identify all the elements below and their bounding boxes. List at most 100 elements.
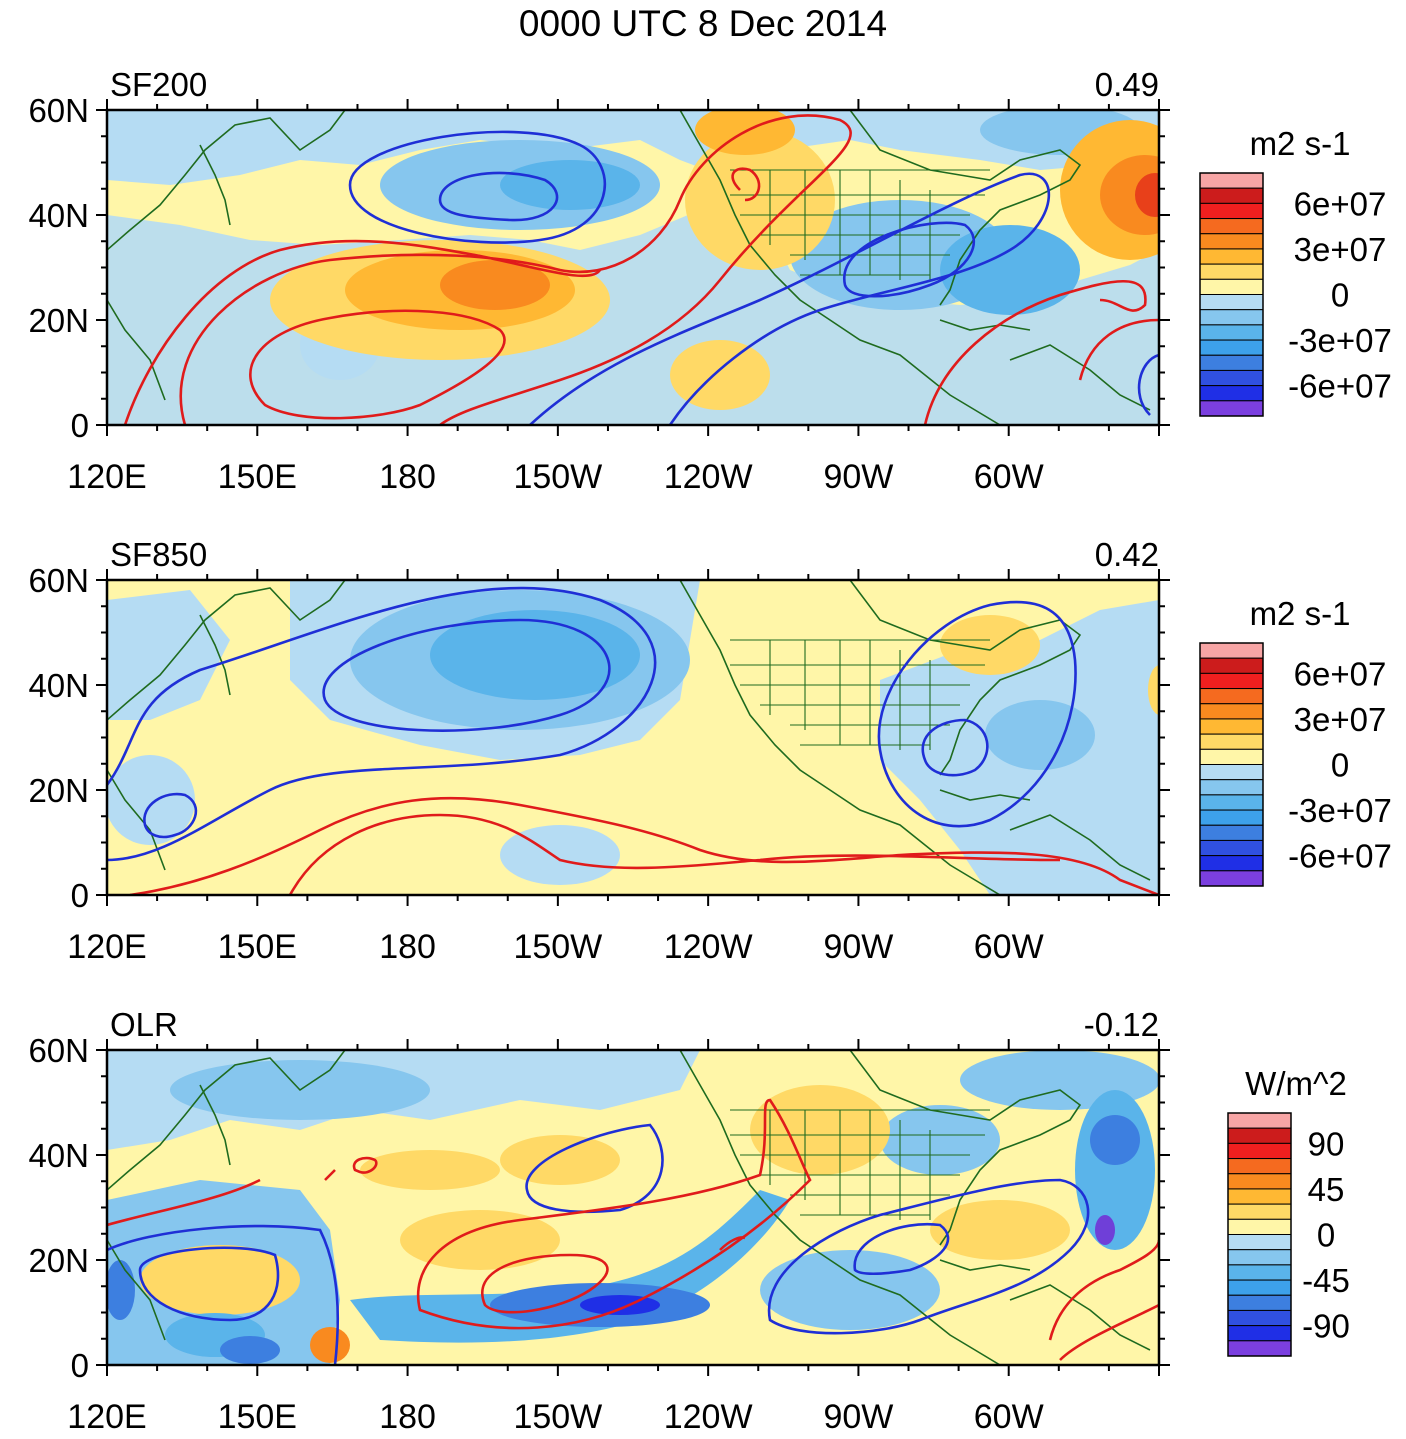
figure-title: 0000 UTC 8 Dec 2014	[518, 3, 888, 44]
olr-contours	[107, 1098, 1159, 1365]
colorbar-label: -45	[1302, 1262, 1350, 1299]
panel-value: 0.49	[1095, 66, 1159, 103]
olr-shading	[107, 1050, 1159, 1365]
colorbar-label: 90	[1308, 1125, 1345, 1162]
x-tick-label: 180	[379, 928, 436, 966]
colorbar-label: 0	[1331, 277, 1349, 314]
colorbar-label: 3e+07	[1294, 231, 1387, 268]
colorbar-swatch	[1199, 263, 1264, 280]
colorbar-swatch	[1227, 1309, 1292, 1327]
sf200-coastlines	[107, 110, 1151, 425]
colorbar-sf850: m2 s-1 6e+07 3e+07 0 -3e+07 -6e+07	[1199, 595, 1392, 887]
x-tick-label: 120E	[67, 458, 146, 496]
sf200-us-states	[730, 169, 990, 280]
axes-sf850	[96, 569, 1170, 906]
colorbar-swatch	[1227, 1142, 1292, 1160]
y-tick-label: 0	[71, 877, 89, 914]
colorbar-label: -90	[1302, 1308, 1350, 1345]
colorbar-swatch	[1199, 309, 1264, 326]
olr-us-states	[730, 1109, 990, 1220]
axes-sf200	[96, 99, 1170, 436]
colorbar-label: 6e+07	[1294, 655, 1387, 692]
colorbar-swatch	[1199, 779, 1264, 796]
colorbar-swatch	[1199, 369, 1264, 387]
colorbar-swatch	[1199, 870, 1264, 887]
x-tick-label: 60W	[974, 458, 1044, 496]
x-tick-label: 90W	[823, 458, 893, 496]
sf850-coastlines	[107, 580, 1151, 895]
sf200-shading	[107, 110, 1159, 425]
panel-name: OLR	[110, 1006, 178, 1043]
axes-olr	[96, 1039, 1170, 1376]
y-tick-label: 20N	[28, 772, 89, 809]
y-tick-label: 20N	[28, 302, 89, 339]
colorbar-swatch	[1199, 688, 1264, 705]
colorbar-swatch	[1227, 1158, 1292, 1175]
y-tick-label: 40N	[28, 667, 89, 704]
colorbar-swatch	[1199, 748, 1264, 765]
panel-value: -0.12	[1084, 1006, 1159, 1043]
colorbar-swatch	[1199, 233, 1264, 250]
sf850-shading	[107, 580, 1159, 895]
colorbar-swatch	[1227, 1203, 1292, 1220]
colorbar-swatch	[1227, 1279, 1292, 1296]
colorbar-swatch	[1199, 202, 1264, 220]
map-labels: 120E 150E 180 150W 120W 90W 60W 60N 40N 20N 0 SF200…	[28, 66, 1159, 1436]
colorbar-swatch	[1199, 294, 1264, 311]
colorbar-swatch	[1199, 764, 1264, 781]
colorbar-swatch	[1227, 1325, 1292, 1342]
colorbar-unit: W/m^2	[1245, 1065, 1347, 1102]
colorbars: m2 s-1 6e+07 3e+07 0 -3e+07 -6e+07 m2 s-1 6e+07…	[1199, 125, 1392, 1357]
x-tick-label: 90W	[823, 1398, 893, 1436]
colorbar-swatch	[1199, 642, 1264, 659]
x-tick-label: 60W	[974, 928, 1044, 966]
x-tick-label: 150W	[513, 928, 602, 966]
panel-name: SF200	[110, 66, 207, 103]
colorbar-swatch	[1199, 855, 1264, 872]
panel-name: SF850	[110, 536, 207, 573]
y-tick-label: 60N	[28, 562, 89, 599]
x-tick-label: 120E	[67, 1398, 146, 1436]
sf850-us-states	[730, 639, 990, 750]
colorbar-swatch	[1227, 1127, 1292, 1144]
colorbar-label: -6e+07	[1288, 838, 1392, 875]
colorbar-unit: m2 s-1	[1250, 125, 1351, 162]
x-tick-label: 150E	[218, 1398, 297, 1436]
colorbar-swatch	[1199, 672, 1264, 690]
colorbar-swatch	[1199, 339, 1264, 356]
colorbar-unit: m2 s-1	[1250, 595, 1351, 632]
colorbar-label: 0	[1317, 1217, 1335, 1254]
colorbar-label: -3e+07	[1288, 322, 1392, 359]
colorbar-swatch	[1227, 1264, 1292, 1281]
colorbar-swatch	[1227, 1249, 1292, 1266]
colorbar-label: 45	[1308, 1171, 1345, 1208]
panel-olr	[107, 1050, 1159, 1365]
colorbar-swatch	[1199, 354, 1264, 371]
colorbar-swatch	[1199, 733, 1264, 750]
colorbar-swatch	[1227, 1173, 1292, 1190]
colorbar-label: 6e+07	[1294, 185, 1387, 222]
colorbar-swatch	[1199, 703, 1264, 720]
colorbar-swatch	[1199, 794, 1264, 811]
sf200-contours	[123, 114, 1159, 425]
colorbar-swatch	[1227, 1340, 1292, 1357]
sf850-contours	[107, 586, 1159, 895]
panel-sf200	[107, 110, 1159, 425]
x-tick-label: 150E	[218, 928, 297, 966]
colorbar-swatch	[1227, 1188, 1292, 1205]
y-tick-label: 40N	[28, 1137, 89, 1174]
colorbar-olr: W/m^2 90 45 0 -45 -90	[1227, 1065, 1350, 1357]
colorbar-swatch	[1199, 248, 1264, 265]
y-tick-label: 0	[71, 1347, 89, 1384]
colorbar-swatch	[1199, 400, 1264, 417]
colorbar-swatch	[1199, 657, 1264, 674]
colorbar-sf200: m2 s-1 6e+07 3e+07 0 -3e+07 -6e+07	[1199, 125, 1392, 417]
x-tick-label: 120E	[67, 928, 146, 966]
colorbar-swatch	[1199, 718, 1264, 735]
x-tick-label: 150E	[218, 458, 297, 496]
x-tick-label: 150W	[513, 458, 602, 496]
x-tick-label: 180	[379, 458, 436, 496]
y-tick-label: 40N	[28, 197, 89, 234]
panel-sf850	[107, 580, 1159, 895]
